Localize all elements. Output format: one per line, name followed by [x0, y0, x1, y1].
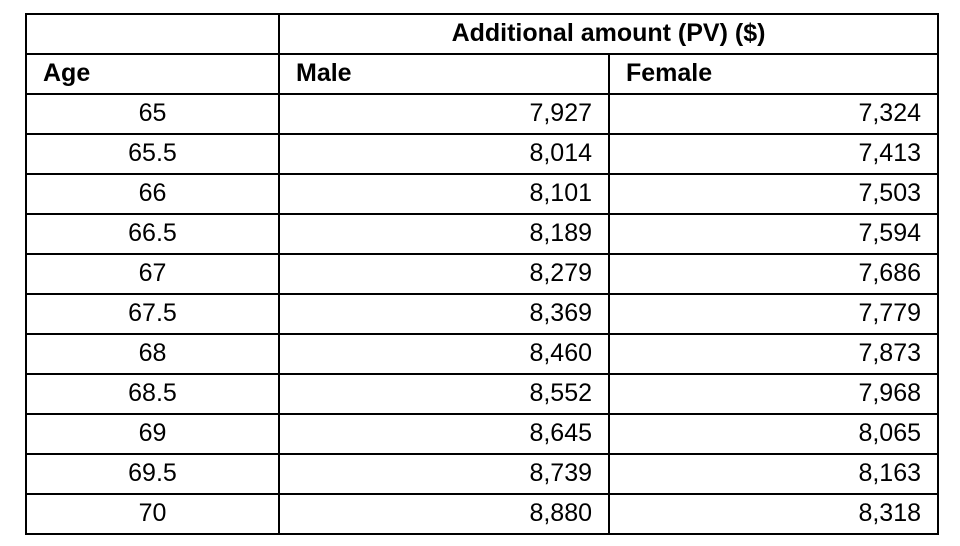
female-amount-cell: 8,318 — [608, 493, 939, 535]
table-row: 69 8,645 8,065 — [25, 413, 939, 455]
table-row: 65 7,927 7,324 — [25, 93, 939, 135]
female-amount-cell: 7,594 — [608, 213, 939, 255]
age-cell: 67 — [25, 253, 280, 295]
male-amount-cell: 8,369 — [278, 293, 610, 335]
table-row: 66.5 8,189 7,594 — [25, 213, 939, 255]
female-amount-cell: 7,968 — [608, 373, 939, 415]
female-amount-cell: 7,779 — [608, 293, 939, 335]
age-cell: 66 — [25, 173, 280, 215]
male-amount-cell: 7,927 — [278, 93, 610, 135]
male-amount-cell: 8,645 — [278, 413, 610, 455]
male-amount-cell: 8,460 — [278, 333, 610, 375]
table-row: 68.5 8,552 7,968 — [25, 373, 939, 415]
male-amount-cell: 8,101 — [278, 173, 610, 215]
table-row: 65.5 8,014 7,413 — [25, 133, 939, 175]
male-amount-cell: 8,552 — [278, 373, 610, 415]
table-header-row-spanning: Additional amount (PV) ($) — [25, 13, 939, 55]
column-header-male: Male — [278, 53, 610, 95]
male-amount-cell: 8,739 — [278, 453, 610, 495]
female-amount-cell: 7,686 — [608, 253, 939, 295]
female-amount-cell: 7,873 — [608, 333, 939, 375]
table-row: 68 8,460 7,873 — [25, 333, 939, 375]
male-amount-cell: 8,189 — [278, 213, 610, 255]
male-amount-cell: 8,880 — [278, 493, 610, 535]
female-amount-cell: 7,324 — [608, 93, 939, 135]
age-cell: 66.5 — [25, 213, 280, 255]
column-header-female: Female — [608, 53, 939, 95]
table-row: 67.5 8,369 7,779 — [25, 293, 939, 335]
age-cell: 70 — [25, 493, 280, 535]
age-cell: 68.5 — [25, 373, 280, 415]
female-amount-cell: 8,163 — [608, 453, 939, 495]
age-cell: 67.5 — [25, 293, 280, 335]
female-amount-cell: 8,065 — [608, 413, 939, 455]
table-row: 69.5 8,739 8,163 — [25, 453, 939, 495]
table-row: 70 8,880 8,318 — [25, 493, 939, 535]
spanning-header-additional-amount: Additional amount (PV) ($) — [278, 13, 939, 55]
age-cell: 68 — [25, 333, 280, 375]
male-amount-cell: 8,014 — [278, 133, 610, 175]
age-cell: 69 — [25, 413, 280, 455]
male-amount-cell: 8,279 — [278, 253, 610, 295]
female-amount-cell: 7,413 — [608, 133, 939, 175]
additional-amount-pv-table: Additional amount (PV) ($) Age Male Fema… — [25, 13, 939, 535]
empty-corner-cell — [25, 13, 280, 55]
age-cell: 69.5 — [25, 453, 280, 495]
table-header-row-columns: Age Male Female — [25, 53, 939, 95]
table-row: 67 8,279 7,686 — [25, 253, 939, 295]
female-amount-cell: 7,503 — [608, 173, 939, 215]
age-cell: 65.5 — [25, 133, 280, 175]
age-cell: 65 — [25, 93, 280, 135]
table-row: 66 8,101 7,503 — [25, 173, 939, 215]
column-header-age: Age — [25, 53, 280, 95]
